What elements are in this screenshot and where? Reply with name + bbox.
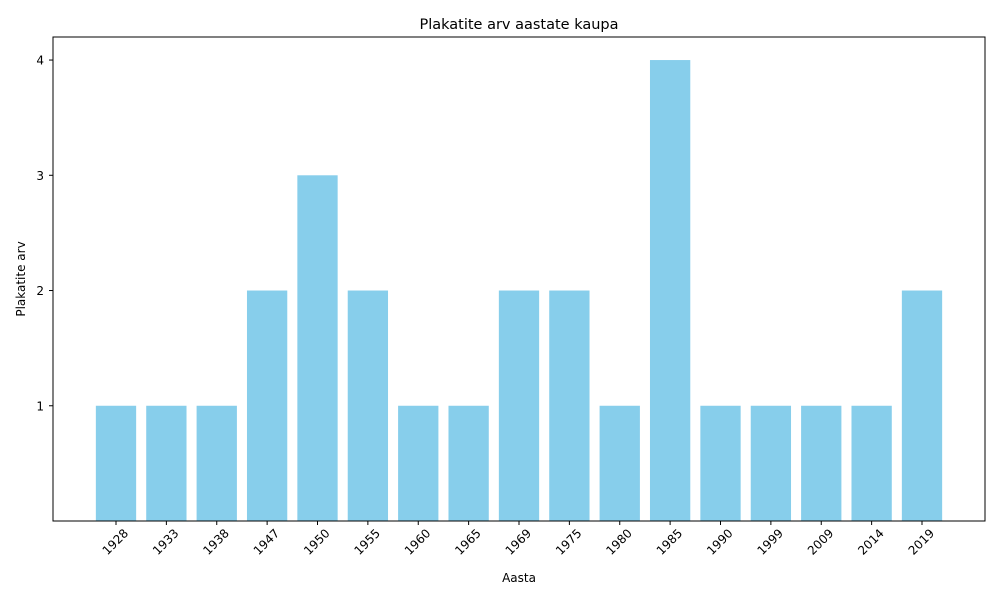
x-tick-label-2019: 2019 <box>906 526 937 557</box>
plot-frame <box>52 36 986 522</box>
bar-1933 <box>146 405 187 521</box>
x-tick-label-1938: 1938 <box>200 526 231 557</box>
bar-1947 <box>246 290 288 521</box>
bar-1965 <box>448 405 489 521</box>
bar-1938 <box>196 405 237 521</box>
x-tick-label-1950: 1950 <box>301 526 332 557</box>
y-tick-label-3: 3 <box>36 169 44 183</box>
bar-1950 <box>297 175 338 522</box>
x-tick-label-1947: 1947 <box>251 526 282 557</box>
x-tick-label-1955: 1955 <box>351 526 382 557</box>
chart-title: Plakatite arv aastate kaupa <box>419 17 618 33</box>
x-tick-label-1969: 1969 <box>503 526 534 557</box>
bar-1985 <box>649 60 691 522</box>
bar-1980 <box>599 405 640 521</box>
y-ticks: 1 2 3 4 <box>36 54 53 413</box>
bar-1990 <box>700 405 741 521</box>
x-tick-label-2009: 2009 <box>805 526 836 557</box>
bar-1969 <box>498 290 540 521</box>
x-tick-label-1928: 1928 <box>100 526 131 557</box>
bar-1960 <box>398 405 439 521</box>
x-tick-label-1960: 1960 <box>402 526 433 557</box>
x-tick-label-1999: 1999 <box>754 526 785 557</box>
x-tick-label-2014: 2014 <box>855 526 886 557</box>
bars-group <box>95 60 943 522</box>
y-tick-label-2: 2 <box>36 284 44 298</box>
x-ticks: 1928 1933 1938 1947 1950 1955 1960 1965 1969 1975… <box>100 521 937 558</box>
y-tick-label-4: 4 <box>36 54 44 68</box>
x-tick-label-1990: 1990 <box>704 526 735 557</box>
bar-2014 <box>851 405 892 521</box>
x-tick-label-1975: 1975 <box>553 526 584 557</box>
x-tick-label-1965: 1965 <box>452 526 483 557</box>
bar-1999 <box>750 405 792 521</box>
y-tick-label-1: 1 <box>36 399 44 413</box>
bar-1955 <box>347 290 389 521</box>
x-tick-label-1933: 1933 <box>150 526 181 557</box>
bar-2019 <box>901 290 943 521</box>
y-axis-label: Plakatite arv <box>14 241 28 316</box>
bar-1975 <box>549 290 590 521</box>
x-axis-label: Aasta <box>502 571 536 585</box>
x-tick-label-1985: 1985 <box>654 526 685 557</box>
bar-1928 <box>95 405 137 521</box>
x-tick-label-1980: 1980 <box>603 526 634 557</box>
bar-2009 <box>801 405 842 521</box>
